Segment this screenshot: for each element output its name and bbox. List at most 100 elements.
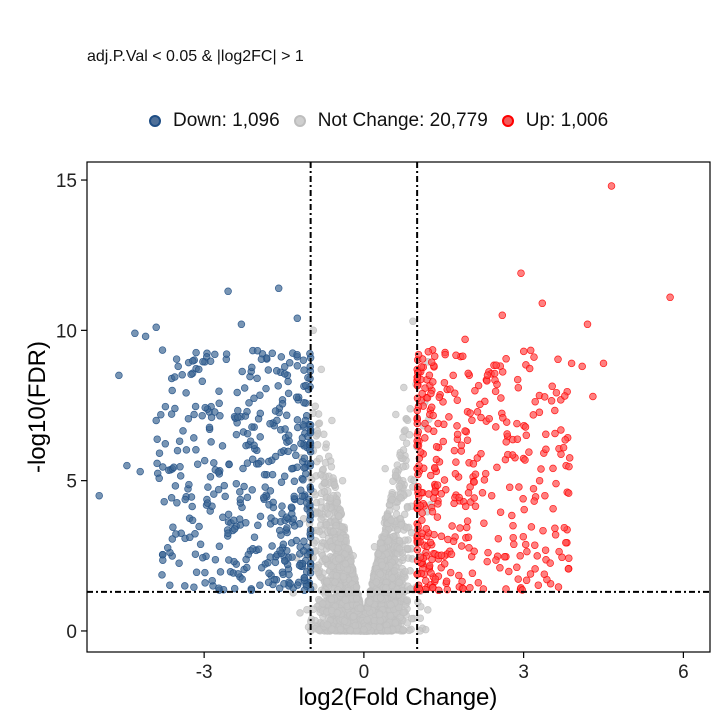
point-up xyxy=(551,406,559,415)
point-up xyxy=(513,375,522,384)
point-down xyxy=(270,575,279,584)
point-down xyxy=(266,419,274,428)
y-tick-label: 0 xyxy=(66,622,77,643)
point-up xyxy=(517,269,525,277)
point-down xyxy=(218,442,227,450)
point-down xyxy=(190,434,198,442)
point-down xyxy=(276,546,284,555)
point-not-change xyxy=(328,562,336,571)
point-down xyxy=(208,576,216,585)
point-up xyxy=(426,538,435,547)
point-up xyxy=(437,490,446,498)
point-down xyxy=(243,459,252,467)
point-up xyxy=(431,575,440,583)
point-down xyxy=(300,537,308,546)
point-down xyxy=(222,350,231,358)
axes: -3 0 3 6 0 5 10 15 xyxy=(56,171,689,683)
point-down xyxy=(196,540,205,549)
point-up xyxy=(440,476,449,484)
point-down xyxy=(203,499,212,507)
point-up xyxy=(471,386,479,395)
point-up xyxy=(502,438,510,446)
point-down xyxy=(179,427,187,435)
point-not-change xyxy=(349,612,358,621)
point-up xyxy=(515,483,523,491)
point-down xyxy=(264,457,273,466)
point-down xyxy=(239,464,247,473)
point-down xyxy=(278,400,287,408)
point-up xyxy=(514,575,522,583)
point-up xyxy=(514,383,523,392)
point-up xyxy=(459,584,467,593)
point-down xyxy=(159,556,167,564)
point-up xyxy=(560,523,569,532)
point-not-change xyxy=(389,591,397,599)
point-not-change xyxy=(352,583,361,591)
point-not-change xyxy=(387,601,395,609)
point-up xyxy=(464,489,473,497)
point-down xyxy=(284,389,293,398)
point-up xyxy=(437,551,446,560)
point-down xyxy=(191,402,200,411)
point-up xyxy=(562,538,570,547)
point-up xyxy=(474,578,483,587)
point-down xyxy=(238,367,246,376)
point-down xyxy=(167,410,176,418)
point-up xyxy=(498,311,507,320)
point-down xyxy=(240,384,249,392)
point-down xyxy=(173,499,181,507)
point-down xyxy=(175,437,184,445)
point-down xyxy=(292,451,300,460)
point-not-change xyxy=(303,605,311,614)
point-up xyxy=(508,511,516,520)
point-up xyxy=(530,497,538,505)
point-down xyxy=(243,407,251,416)
point-down xyxy=(204,483,212,491)
point-up xyxy=(441,350,449,359)
point-down xyxy=(195,365,203,374)
point-not-change xyxy=(375,610,384,619)
point-up xyxy=(414,427,422,436)
point-down xyxy=(115,371,123,380)
point-up xyxy=(433,481,442,489)
point-down xyxy=(153,435,161,443)
point-down xyxy=(238,575,246,583)
point-not-change xyxy=(396,451,404,460)
panel-border xyxy=(86,161,711,653)
point-down xyxy=(247,586,256,595)
y-tick-label: 5 xyxy=(66,472,77,493)
point-down xyxy=(206,473,215,481)
point-down xyxy=(295,561,304,570)
point-up xyxy=(500,553,509,561)
point-up xyxy=(521,456,529,464)
point-not-change xyxy=(321,459,330,467)
point-down xyxy=(299,547,308,555)
point-up xyxy=(513,563,521,572)
point-up xyxy=(481,469,490,478)
point-not-change xyxy=(317,503,326,512)
point-down xyxy=(190,583,198,591)
point-up xyxy=(503,430,511,438)
point-down xyxy=(225,556,233,564)
point-down xyxy=(210,490,218,498)
point-not-change xyxy=(391,619,400,627)
point-not-change xyxy=(344,544,352,553)
point-up xyxy=(552,388,561,397)
point-down xyxy=(201,403,209,412)
point-up xyxy=(541,491,549,500)
point-up xyxy=(522,576,531,585)
point-up xyxy=(468,569,477,578)
legend-item-down: Down: 1,096 xyxy=(149,110,280,132)
point-up xyxy=(424,347,433,356)
point-down xyxy=(123,461,131,470)
point-down xyxy=(95,491,103,500)
point-not-change xyxy=(321,555,330,563)
point-down xyxy=(303,499,311,507)
point-up xyxy=(538,299,547,308)
point-up xyxy=(534,581,543,589)
point-down xyxy=(243,493,252,502)
point-up xyxy=(549,504,557,513)
point-down xyxy=(192,348,200,357)
point-not-change xyxy=(322,520,331,529)
point-up xyxy=(549,464,557,473)
